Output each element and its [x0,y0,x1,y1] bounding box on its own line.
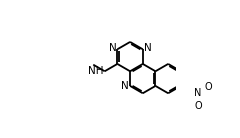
Text: N: N [194,88,202,98]
Text: N: N [108,43,116,53]
Text: NH: NH [88,66,104,76]
Text: N: N [144,43,152,53]
Text: O: O [194,101,202,111]
Text: N: N [121,81,129,91]
Text: O: O [205,82,213,92]
